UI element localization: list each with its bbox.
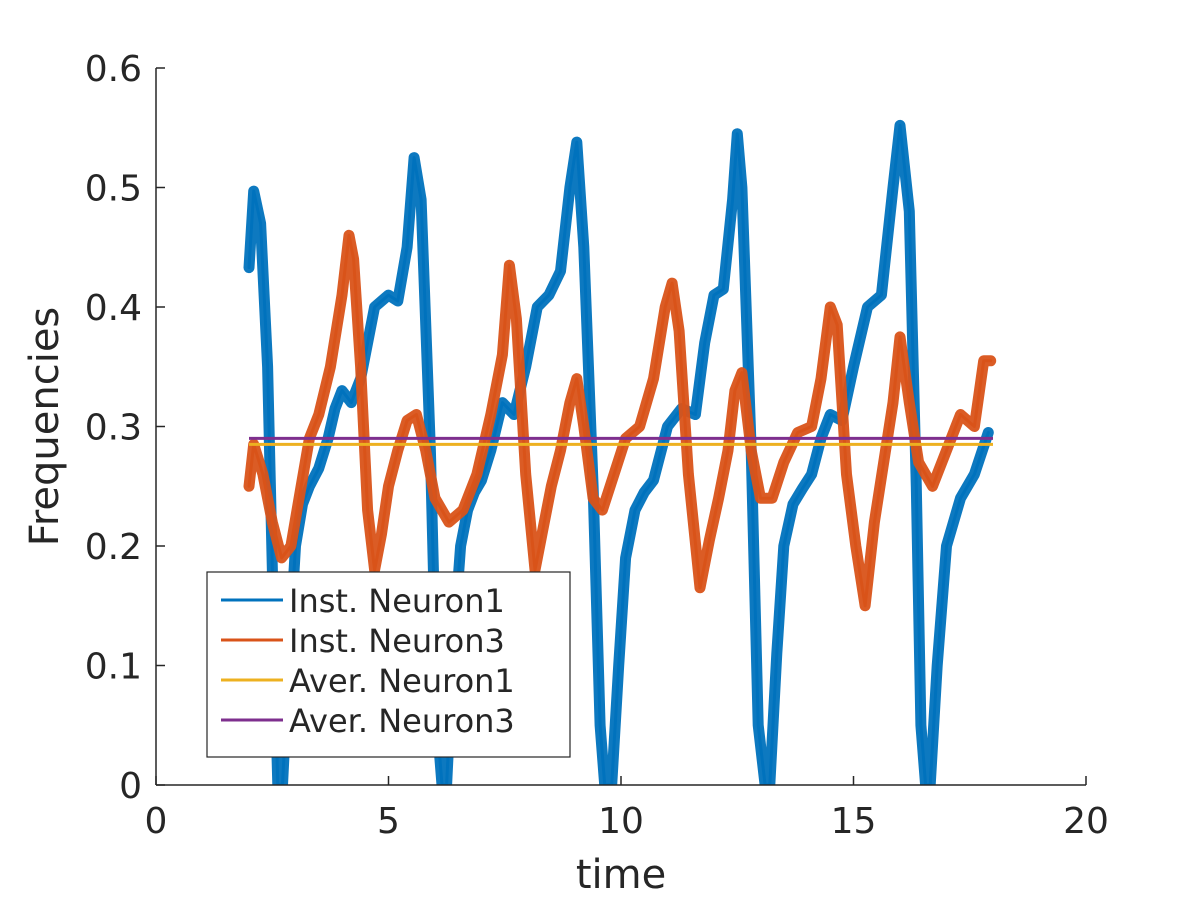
y-tick-label: 0.5 <box>85 169 142 210</box>
legend-label: Inst. Neuron1 <box>289 582 505 620</box>
legend-box <box>206 571 571 758</box>
x-axis-label: time <box>576 852 666 898</box>
ticks: 0 5 10 15 20 0 0.1 0.2 0.3 0.4 0.5 0.6 <box>85 49 1109 842</box>
y-axis-label: Frequencies <box>22 307 68 547</box>
legend-label: Aver. Neuron3 <box>289 702 515 740</box>
y-tick-label: 0.1 <box>85 647 142 688</box>
y-tick-label: 0.6 <box>85 49 142 90</box>
series-line-inst-neuron3 <box>247 233 993 608</box>
y-tick-label: 0.3 <box>85 408 142 449</box>
plot-series <box>243 119 997 785</box>
y-tick-label: 0 <box>119 766 142 807</box>
series-line-inst-neuron1 <box>247 123 990 785</box>
x-tick-label: 20 <box>1063 801 1109 842</box>
x-tick-label: 10 <box>598 801 644 842</box>
y-tick-label: 0.4 <box>85 288 142 329</box>
x-tick-label: 5 <box>377 801 400 842</box>
legend-label: Aver. Neuron1 <box>289 662 515 700</box>
legend-label: Inst. Neuron3 <box>289 622 505 660</box>
x-tick-label: 0 <box>145 801 168 842</box>
x-tick-label: 15 <box>831 801 877 842</box>
y-tick-label: 0.2 <box>85 527 142 568</box>
